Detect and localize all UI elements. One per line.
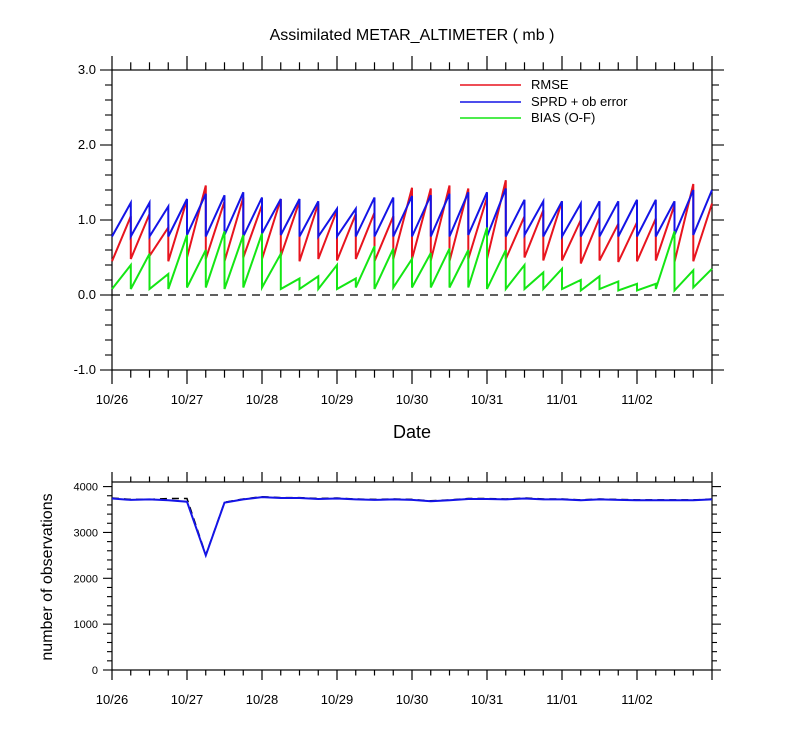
bottom-plot-frame — [111, 481, 713, 671]
legend-label-bias: BIAS (O-F) — [531, 110, 595, 125]
top-y-tick-label: 3.0 — [78, 62, 96, 77]
obs-line-used — [111, 496, 713, 559]
top-x-tick-label: 11/02 — [621, 392, 653, 407]
bottom-x-tick-label: 10/27 — [171, 692, 204, 707]
bottom-x-tick-label: 10/26 — [96, 692, 129, 707]
y-axis-label: number of observations — [39, 493, 56, 660]
bottom-panel: 10/26 10/27 10/28 10/29 10/30 10/31 11/01 11/02… — [74, 472, 721, 707]
bottom-y-tick-label: 3000 — [74, 527, 98, 539]
series-line-sprd-ob-error — [111, 188, 713, 241]
bottom-x-tick-label: 10/28 — [246, 692, 279, 707]
bottom-y-tick-label: 0 — [92, 665, 98, 677]
top-x-tick-label: 11/01 — [546, 392, 578, 407]
x-axis-label: Date — [393, 422, 431, 442]
legend-label-rmse: RMSE — [531, 77, 569, 92]
bottom-y-tick-label: 2000 — [74, 573, 98, 585]
top-x-tick-label: 10/29 — [321, 392, 354, 407]
top-x-tick-label: 10/30 — [396, 392, 429, 407]
top-x-tick-label: 10/31 — [471, 392, 504, 407]
top-y-tick-label: 2.0 — [78, 137, 96, 152]
bottom-x-tick-label: 11/02 — [621, 692, 653, 707]
bottom-y-tick-label: 4000 — [74, 482, 98, 494]
bottom-y-tick-label: 1000 — [74, 619, 98, 631]
chart-title: Assimilated METAR_ALTIMETER ( mb ) — [270, 27, 555, 44]
legend-label-sprd: SPRD + ob error — [531, 94, 628, 109]
top-y-tick-label: -1.0 — [74, 362, 96, 377]
bottom-x-tick-label: 10/29 — [321, 692, 354, 707]
series-line-bias-o-f — [111, 227, 713, 294]
top-x-tick-label: 10/27 — [171, 392, 204, 407]
top-y-tick-label: 1.0 — [78, 212, 96, 227]
top-panel: 10/26 10/27 10/28 10/29 10/30 10/31 11/01 11/02… — [74, 56, 724, 407]
legend: RMSE SPRD + ob error BIAS (O-F) — [460, 77, 628, 125]
top-y-tick-label: 0.0 — [78, 287, 96, 302]
top-x-tick-label: 10/26 — [96, 392, 129, 407]
top-x-tick-label: 10/28 — [246, 392, 279, 407]
bottom-x-tick-label: 11/01 — [546, 692, 578, 707]
bottom-x-tick-label: 10/31 — [471, 692, 504, 707]
bottom-x-tick-label: 10/30 — [396, 692, 429, 707]
